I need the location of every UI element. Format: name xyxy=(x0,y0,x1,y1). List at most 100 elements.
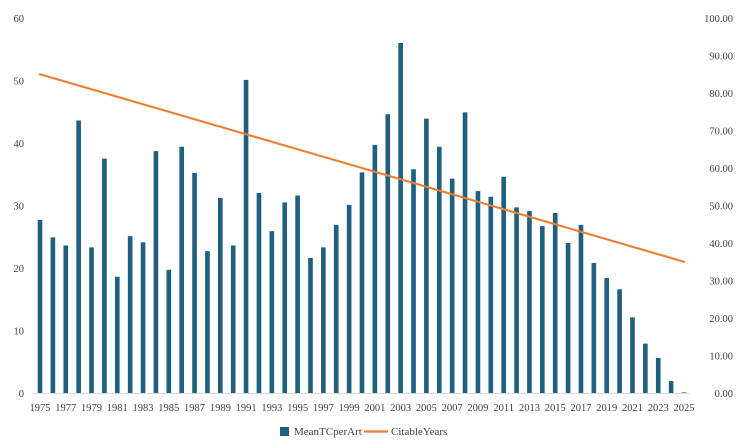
bar-2013 xyxy=(527,211,532,393)
bar-2006 xyxy=(436,146,442,393)
bar-1983 xyxy=(140,242,146,393)
bar-2016 xyxy=(565,243,571,393)
bar-1996 xyxy=(308,258,313,393)
bar-1998 xyxy=(333,224,339,393)
bar-1978 xyxy=(76,120,81,393)
left-tick-label: 30 xyxy=(14,202,25,213)
left-tick-label: 0 xyxy=(19,389,24,400)
left-tick-label: 40 xyxy=(14,139,25,150)
x-tick-label: 2013 xyxy=(519,403,540,414)
legend-label-citableyears: CitableYears xyxy=(391,426,447,438)
bar-2000 xyxy=(359,172,365,393)
x-tick-label: 2009 xyxy=(467,403,488,414)
x-tick-label: 1987 xyxy=(184,403,205,414)
bar-1979 xyxy=(89,247,94,393)
right-tick-label: 30.00 xyxy=(709,277,733,288)
right-tick-label: 60.00 xyxy=(709,164,733,175)
bar-1981 xyxy=(114,276,120,393)
x-tick-label: 1993 xyxy=(261,403,282,414)
bar-2012 xyxy=(514,207,519,393)
bar-1986 xyxy=(179,146,184,393)
bar-2024 xyxy=(668,381,674,393)
x-tick-label: 2007 xyxy=(442,403,463,414)
right-tick-label: 10.00 xyxy=(709,352,733,363)
x-tick-label: 2003 xyxy=(390,403,411,414)
bar-1990 xyxy=(230,245,236,393)
legend: MeanTCperArt CitableYears xyxy=(280,426,447,438)
bar-2008 xyxy=(462,112,468,393)
x-tick-label: 2017 xyxy=(570,403,591,414)
bar-1980 xyxy=(102,158,107,393)
right-tick-label: 70.00 xyxy=(709,127,733,138)
bar-1987 xyxy=(192,173,197,393)
x-tick-label: 1983 xyxy=(133,403,154,414)
x-tick-label: 1991 xyxy=(236,403,257,414)
bar-1997 xyxy=(321,247,326,393)
bar-2014 xyxy=(540,226,545,393)
x-tick-label: 2025 xyxy=(674,403,695,414)
x-tick-label: 1979 xyxy=(81,403,102,414)
left-tick-label: 10 xyxy=(14,327,25,338)
bar-series xyxy=(37,43,687,393)
x-tick-label: 1977 xyxy=(55,403,76,414)
bar-1988 xyxy=(205,251,210,393)
bar-1976 xyxy=(50,237,56,393)
bar-1992 xyxy=(256,193,262,393)
x-tick-label: 1975 xyxy=(30,403,51,414)
bar-2003 xyxy=(398,43,403,393)
x-tick-label: 1995 xyxy=(287,403,308,414)
legend-label-meantcperart: MeanTCperArt xyxy=(294,426,362,438)
x-tick-label: 2023 xyxy=(648,403,669,414)
right-tick-label: 90.00 xyxy=(709,52,733,63)
bar-2017 xyxy=(578,224,584,393)
bar-2005 xyxy=(424,118,429,393)
bar-1975 xyxy=(37,219,43,393)
right-tick-label: 0.00 xyxy=(715,389,733,400)
bar-2018 xyxy=(591,263,597,393)
right-tick-label: 50.00 xyxy=(709,202,733,213)
line-series xyxy=(38,73,686,263)
right-tick-label: 80.00 xyxy=(709,89,733,100)
x-tick-label: 1981 xyxy=(107,403,128,414)
bar-2021 xyxy=(630,317,635,393)
bar-2022 xyxy=(643,343,648,393)
x-tick-label: 2015 xyxy=(545,403,566,414)
bar-1995 xyxy=(295,195,300,393)
bar-1985 xyxy=(166,269,172,393)
bar-2004 xyxy=(411,169,416,393)
bar-2010 xyxy=(488,196,494,393)
right-tick-label: 20.00 xyxy=(709,314,733,325)
bar-1991 xyxy=(243,79,249,393)
bar-1994 xyxy=(282,202,288,393)
x-tick-label: 2019 xyxy=(596,403,617,414)
right-tick-label: 40.00 xyxy=(709,239,733,250)
left-tick-label: 20 xyxy=(14,264,25,275)
bar-2002 xyxy=(385,114,391,393)
bar-2015 xyxy=(552,213,558,393)
x-tick-label: 1999 xyxy=(339,403,360,414)
bar-1989 xyxy=(218,198,223,393)
bar-1982 xyxy=(127,236,133,393)
bar-2011 xyxy=(501,176,506,393)
bar-2009 xyxy=(475,191,481,393)
bar-2023 xyxy=(655,358,661,393)
x-tick-label: 1985 xyxy=(158,403,179,414)
bar-2001 xyxy=(372,144,378,393)
x-tick-label: 2011 xyxy=(493,403,514,414)
bar-1984 xyxy=(153,151,159,393)
x-tick-label: 2005 xyxy=(416,403,437,414)
left-axis: 0 10 20 30 40 50 60 xyxy=(14,14,25,400)
x-tick-label: 1989 xyxy=(210,403,231,414)
bar-1999 xyxy=(346,204,352,393)
right-tick-label: 100.00 xyxy=(704,14,733,25)
bar-2019 xyxy=(604,278,610,393)
left-tick-label: 60 xyxy=(14,14,25,25)
bar-1977 xyxy=(63,245,69,393)
bar-2020 xyxy=(617,289,622,393)
right-axis: 0.00 10.00 20.00 30.00 40.00 50.00 60.00 70.00 8… xyxy=(704,14,733,400)
x-tick-label: 2021 xyxy=(622,403,643,414)
x-tick-label: 2001 xyxy=(364,403,385,414)
bar-1993 xyxy=(269,231,275,393)
x-tick-label: 1997 xyxy=(313,403,334,414)
